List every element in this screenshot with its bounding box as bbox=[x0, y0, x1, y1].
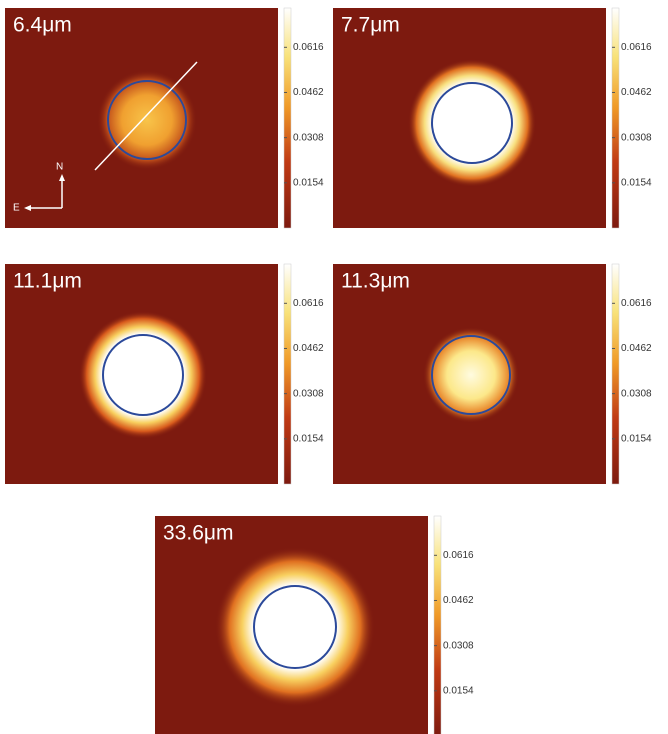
colorbar-tick-label: 0.0462 bbox=[443, 595, 474, 606]
compass: NE bbox=[13, 61, 198, 214]
panel: 11.3μm 0.0154 0.0308 0.0462 0.0616 bbox=[333, 263, 652, 485]
panel: 33.6μm 0.0154 0.0308 0.0462 0.0616 bbox=[155, 515, 474, 734]
emission-blob bbox=[215, 547, 375, 707]
aperture bbox=[253, 585, 337, 669]
panel: 7.7μm 0.0154 0.0308 0.0462 0.0616 bbox=[333, 7, 652, 229]
colorbar-tick-label: 0.0154 bbox=[621, 433, 652, 444]
arrow-heads bbox=[24, 174, 65, 211]
colorbar-tick-label: 0.0154 bbox=[293, 433, 324, 444]
colorbar-tick-label: 0.0462 bbox=[621, 87, 652, 98]
aperture bbox=[431, 82, 513, 164]
emission-blob bbox=[408, 59, 536, 187]
compass-arrows bbox=[28, 178, 63, 209]
colorbar-tick-label: 0.0154 bbox=[621, 177, 652, 188]
panel-label: 7.7μm bbox=[341, 14, 400, 37]
panel-label: 11.1μm bbox=[13, 270, 82, 293]
panel-label: 11.3μm bbox=[341, 270, 410, 293]
colorbar bbox=[283, 263, 292, 485]
colorbar-tick-label: 0.0462 bbox=[293, 343, 324, 354]
colorbar bbox=[433, 515, 442, 734]
panel: 11.1μm 0.0154 0.0308 0.0462 0.0616 bbox=[5, 263, 324, 485]
colorbar bbox=[611, 263, 620, 485]
colorbar-tick-label: 0.0308 bbox=[293, 132, 324, 143]
emission-blob bbox=[79, 311, 207, 439]
colorbar-tick-label: 0.0308 bbox=[293, 388, 324, 399]
compass-east: E bbox=[13, 203, 20, 214]
colorbar-tick-label: 0.0154 bbox=[443, 685, 474, 696]
colorbar-tick-label: 0.0616 bbox=[621, 42, 652, 53]
aperture bbox=[102, 334, 184, 416]
compass-north: N bbox=[56, 162, 63, 173]
aperture bbox=[431, 335, 511, 415]
emission-blob bbox=[97, 70, 197, 170]
slit-line bbox=[94, 61, 198, 171]
colorbar bbox=[611, 7, 620, 229]
colorbar-tick-label: 0.0616 bbox=[293, 42, 324, 53]
panel-label: 33.6μm bbox=[163, 522, 233, 545]
colorbar-tick-label: 0.0308 bbox=[621, 132, 652, 143]
colorbar-tick-label: 0.0462 bbox=[621, 343, 652, 354]
colorbar bbox=[283, 7, 292, 229]
colorbar-tick-label: 0.0462 bbox=[293, 87, 324, 98]
colorbar-tick-label: 0.0616 bbox=[293, 298, 324, 309]
colorbar-tick-label: 0.0308 bbox=[443, 640, 474, 651]
colorbar-tick-label: 0.0308 bbox=[621, 388, 652, 399]
colorbar-tick-label: 0.0616 bbox=[621, 298, 652, 309]
colorbar-tick-label: 0.0616 bbox=[443, 550, 474, 561]
colorbar-tick-label: 0.0154 bbox=[293, 177, 324, 188]
panel-label: 6.4μm bbox=[13, 14, 72, 37]
aperture bbox=[107, 80, 187, 160]
emission-blob bbox=[423, 327, 519, 423]
panel: 6.4μm 0.0154 0.0308 0.0462 0.0616 bbox=[5, 7, 324, 229]
